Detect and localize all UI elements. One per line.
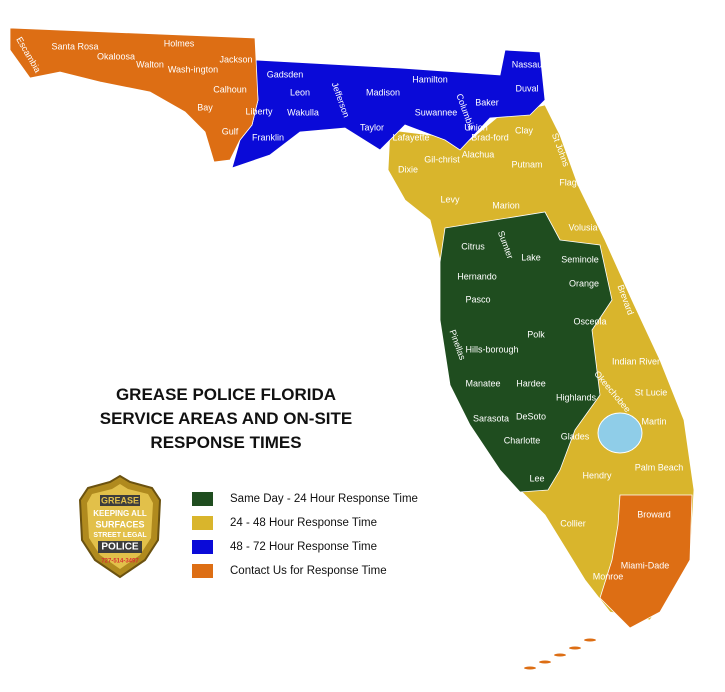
county-label: Volusia bbox=[568, 222, 597, 232]
county-label: Brad-ford bbox=[471, 132, 509, 142]
county-label: Dixie bbox=[398, 164, 418, 174]
badge-text: KEEPING ALL bbox=[93, 509, 147, 518]
county-label: Hardee bbox=[516, 378, 546, 388]
legend-swatch bbox=[192, 540, 213, 554]
county-label: Osceola bbox=[573, 316, 606, 326]
county-label: Pasco bbox=[465, 294, 490, 304]
legend-label: Same Day - 24 Hour Response Time bbox=[230, 493, 418, 505]
county-label: Collier bbox=[560, 518, 586, 528]
badge-text: GREASE bbox=[101, 495, 139, 505]
county-label: Marion bbox=[492, 200, 520, 210]
county-label: Hernando bbox=[457, 271, 497, 281]
county-label: Okaloosa bbox=[97, 51, 135, 61]
legend-swatch bbox=[192, 516, 213, 530]
key-island bbox=[539, 660, 551, 664]
county-label: St Lucie bbox=[635, 387, 668, 397]
county-label: Miami-Dade bbox=[621, 560, 670, 570]
county-label: Lee bbox=[529, 473, 544, 483]
badge: GREASE KEEPING ALL SURFACES STREET LEGAL… bbox=[78, 474, 162, 579]
legend-label: 24 - 48 Hour Response Time bbox=[230, 517, 377, 529]
county-label: Hamilton bbox=[412, 74, 448, 84]
county-label: Taylor bbox=[360, 122, 384, 132]
legend-swatch bbox=[192, 492, 213, 506]
badge-text: 727-514-3497 bbox=[101, 559, 139, 565]
county-label: Liberty bbox=[245, 106, 273, 116]
county-label: Madison bbox=[366, 87, 400, 97]
county-label: Gil-christ bbox=[424, 154, 460, 164]
title-line: SERVICE AREAS AND ON-SITE bbox=[100, 409, 353, 428]
county-label: Putnam bbox=[511, 159, 542, 169]
county-label: Sarasota bbox=[473, 413, 509, 423]
county-label: Duval bbox=[515, 83, 538, 93]
county-label: Highlands bbox=[556, 392, 597, 402]
title-line: GREASE POLICE FLORIDA bbox=[116, 385, 336, 404]
county-label: Nassau bbox=[512, 59, 543, 69]
county-label: Glades bbox=[561, 431, 590, 441]
legend-label: 48 - 72 Hour Response Time bbox=[230, 541, 377, 553]
county-label: Holmes bbox=[164, 38, 195, 48]
county-label: Citrus bbox=[461, 241, 485, 251]
region bbox=[599, 494, 693, 629]
lake-okeechobee bbox=[597, 412, 643, 454]
region bbox=[439, 211, 613, 493]
county-label: Indian River bbox=[612, 356, 660, 366]
county-label: Clay bbox=[515, 125, 534, 135]
county-label: Calhoun bbox=[213, 84, 247, 94]
badge-banner bbox=[98, 541, 142, 553]
title-line: RESPONSE TIMES bbox=[150, 433, 301, 452]
county-label: Alachua bbox=[462, 149, 495, 159]
county-label: Gulf bbox=[222, 126, 239, 136]
badge-text: STREET LEGAL bbox=[93, 532, 147, 539]
county-label: Leon bbox=[290, 87, 310, 97]
county-label: Seminole bbox=[561, 254, 599, 264]
legend: Same Day - 24 Hour Response Time 24 - 48 … bbox=[192, 492, 418, 578]
county-label: Lafayette bbox=[392, 132, 429, 142]
key-island bbox=[584, 638, 596, 642]
county-label: Palm Beach bbox=[635, 462, 684, 472]
region bbox=[231, 49, 546, 169]
county-label: Wakulla bbox=[287, 107, 319, 117]
badge-text: SURFACES bbox=[95, 519, 144, 529]
badge-text: POLICE bbox=[101, 542, 139, 553]
county-label: Baker bbox=[475, 97, 499, 107]
county-label: Bay bbox=[197, 102, 213, 112]
county-label: Orange bbox=[569, 278, 599, 288]
county-label: Polk bbox=[527, 329, 545, 339]
county-label: Wash-ington bbox=[168, 64, 218, 74]
county-label: Hills-borough bbox=[465, 344, 518, 354]
county-label: Charlotte bbox=[504, 435, 541, 445]
key-island bbox=[524, 666, 536, 670]
county-label: DeSoto bbox=[516, 411, 546, 421]
county-label: Union bbox=[464, 122, 488, 132]
county-label: Walton bbox=[136, 59, 164, 69]
legend-swatch bbox=[192, 564, 213, 578]
county-label: Lake bbox=[521, 252, 541, 262]
legend-label: Contact Us for Response Time bbox=[230, 565, 387, 577]
county-label: Hendry bbox=[582, 470, 612, 480]
title-block: GREASE POLICE FLORIDA SERVICE AREAS AND … bbox=[100, 385, 353, 452]
county-label: Suwannee bbox=[415, 107, 458, 117]
county-label: Manatee bbox=[465, 378, 500, 388]
county-label: Monroe bbox=[593, 571, 624, 581]
county-label: Flagler bbox=[559, 177, 587, 187]
key-island bbox=[569, 646, 581, 650]
county-label: Martin bbox=[641, 416, 666, 426]
key-island bbox=[554, 653, 566, 657]
regions bbox=[9, 27, 695, 670]
county-label: Santa Rosa bbox=[51, 41, 98, 51]
county-label: Levy bbox=[440, 194, 460, 204]
county-label: Franklin bbox=[252, 132, 284, 142]
county-label: Jackson bbox=[219, 54, 252, 64]
county-label: Broward bbox=[637, 509, 671, 519]
county-label: Gadsden bbox=[267, 69, 304, 79]
badge-banner bbox=[100, 495, 140, 506]
region bbox=[9, 27, 259, 163]
